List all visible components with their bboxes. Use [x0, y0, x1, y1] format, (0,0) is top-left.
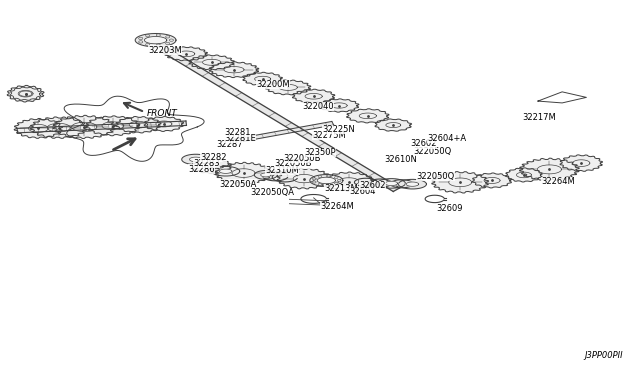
Circle shape [156, 44, 161, 46]
Polygon shape [560, 155, 602, 171]
Circle shape [170, 39, 173, 41]
Circle shape [318, 183, 322, 186]
Text: 322050B: 322050B [284, 154, 321, 163]
Polygon shape [277, 168, 331, 189]
Circle shape [139, 37, 143, 39]
Polygon shape [385, 181, 397, 186]
Text: 32602: 32602 [410, 140, 437, 148]
Polygon shape [378, 179, 405, 188]
Circle shape [166, 42, 170, 45]
Polygon shape [189, 157, 202, 162]
Text: 32286: 32286 [188, 164, 214, 173]
Polygon shape [86, 116, 140, 136]
Polygon shape [319, 99, 359, 112]
Text: 32287: 32287 [216, 140, 243, 149]
Circle shape [318, 176, 322, 177]
Circle shape [312, 181, 316, 183]
Circle shape [312, 178, 316, 180]
Polygon shape [53, 115, 115, 138]
Polygon shape [189, 55, 234, 70]
Text: 32350P: 32350P [304, 148, 336, 157]
Polygon shape [375, 119, 412, 131]
Polygon shape [10, 87, 41, 100]
Polygon shape [254, 170, 277, 179]
Polygon shape [182, 154, 210, 164]
Polygon shape [165, 47, 207, 61]
Text: 322050B: 322050B [274, 159, 312, 169]
Text: 32203M: 32203M [148, 46, 182, 55]
Text: 32283: 32283 [193, 158, 220, 168]
Text: 322050Q: 322050Q [413, 147, 451, 156]
Circle shape [146, 35, 150, 37]
Text: J3PP00PII: J3PP00PII [584, 350, 623, 359]
Text: 32217M: 32217M [522, 113, 556, 122]
Polygon shape [215, 162, 272, 184]
Polygon shape [135, 33, 176, 47]
Text: 32604: 32604 [349, 187, 376, 196]
Text: FRONT: FRONT [147, 109, 177, 118]
Polygon shape [398, 179, 426, 189]
Circle shape [337, 179, 341, 182]
Polygon shape [161, 48, 400, 192]
Text: 32281E: 32281E [225, 134, 256, 142]
Text: 32264M: 32264M [541, 177, 575, 186]
Polygon shape [243, 72, 282, 86]
Text: 32213M: 32213M [324, 184, 358, 193]
Polygon shape [310, 174, 343, 186]
Circle shape [327, 175, 330, 177]
Text: 322050QA: 322050QA [250, 188, 294, 197]
Polygon shape [30, 117, 87, 138]
Polygon shape [406, 182, 419, 186]
Text: 322050A: 322050A [220, 180, 257, 189]
Text: 32604+A: 32604+A [427, 134, 466, 142]
Circle shape [334, 176, 338, 179]
Circle shape [166, 36, 170, 38]
Polygon shape [506, 168, 542, 182]
Polygon shape [260, 173, 271, 177]
Circle shape [139, 41, 143, 43]
Text: 32275M: 32275M [312, 131, 346, 140]
Circle shape [146, 44, 150, 46]
Polygon shape [145, 36, 167, 44]
Text: 32310M: 32310M [265, 166, 299, 174]
Text: 32281: 32281 [225, 128, 251, 137]
Circle shape [334, 182, 338, 185]
Text: 322050Q: 322050Q [416, 171, 454, 180]
Polygon shape [192, 158, 232, 173]
Polygon shape [7, 86, 44, 102]
Text: 32609: 32609 [436, 204, 463, 214]
Text: 322040: 322040 [302, 102, 334, 111]
Polygon shape [14, 118, 63, 138]
Polygon shape [292, 89, 335, 103]
Polygon shape [230, 122, 333, 144]
Text: 32225N: 32225N [323, 125, 355, 134]
Polygon shape [347, 109, 389, 123]
Text: 32200M: 32200M [256, 80, 290, 89]
Polygon shape [209, 62, 259, 77]
Polygon shape [17, 121, 186, 133]
Polygon shape [116, 116, 161, 133]
Polygon shape [472, 173, 512, 188]
Polygon shape [432, 171, 488, 193]
Polygon shape [520, 158, 579, 180]
Polygon shape [317, 177, 335, 184]
Circle shape [327, 184, 330, 186]
Polygon shape [323, 172, 374, 191]
Text: 32264M: 32264M [320, 202, 354, 211]
Polygon shape [266, 80, 311, 95]
Text: 32610N: 32610N [385, 155, 417, 164]
Text: 32282: 32282 [200, 153, 227, 162]
Circle shape [156, 34, 161, 36]
Polygon shape [220, 169, 232, 173]
Text: 32602: 32602 [360, 181, 386, 190]
Polygon shape [212, 166, 240, 176]
Polygon shape [144, 116, 184, 131]
